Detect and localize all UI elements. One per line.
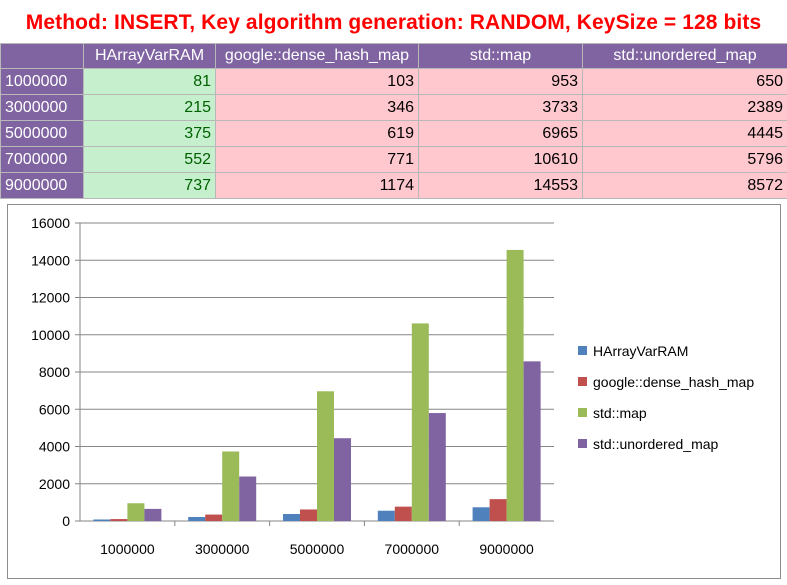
row-label[interactable]: 9000000 [0, 172, 84, 199]
bar [283, 514, 300, 521]
row-label[interactable]: 7000000 [0, 146, 84, 173]
table-row: 7000000 552 771 10610 5796 [0, 146, 787, 173]
legend-item[interactable]: HArrayVarRAM [578, 335, 754, 366]
table-row: 3000000 215 346 3733 2389 [0, 94, 787, 121]
row-label[interactable]: 1000000 [0, 68, 84, 95]
header-std-map[interactable]: std::map [418, 43, 583, 69]
bar [93, 519, 111, 521]
chart-legend[interactable]: HArrayVarRAM google::dense_hash_map std:… [578, 335, 754, 459]
bar [317, 391, 334, 521]
bar [188, 516, 206, 521]
x-tick-label: 5000000 [290, 541, 345, 557]
y-tick-label: 10000 [31, 327, 70, 343]
cell-std-unordered-map[interactable]: 8572 [582, 172, 787, 199]
cell-dense-hash-map[interactable]: 771 [215, 146, 419, 173]
y-tick-label: 0 [62, 513, 70, 529]
chart-area[interactable]: 0 2000 4000 6000 8000 10000 12000 14000 16000 100… [7, 204, 781, 579]
cell-std-unordered-map[interactable]: 5796 [582, 146, 787, 173]
cell-std-map[interactable]: 6965 [418, 120, 583, 147]
cell-std-map[interactable]: 10610 [418, 146, 583, 173]
data-table: HArrayVarRAM google::dense_hash_map std:… [0, 43, 787, 199]
bar [239, 476, 257, 521]
legend-item[interactable]: google::dense_hash_map [578, 366, 754, 397]
header-harrayvarram[interactable]: HArrayVarRAM [83, 43, 216, 69]
x-tick-label: 3000000 [195, 541, 250, 557]
bar [489, 499, 507, 521]
bar [222, 451, 240, 521]
bar [472, 507, 490, 521]
y-tick-label: 12000 [31, 290, 70, 306]
legend-swatch-std-map [578, 408, 587, 417]
table-row: 9000000 737 1174 14553 8572 [0, 172, 787, 199]
legend-item[interactable]: std::map [578, 397, 754, 428]
x-tick-label: 1000000 [100, 541, 155, 557]
cell-dense-hash-map[interactable]: 619 [215, 120, 419, 147]
cell-std-unordered-map[interactable]: 2389 [582, 94, 787, 121]
cell-std-map[interactable]: 14553 [418, 172, 583, 199]
bar [428, 413, 446, 521]
legend-label: std::map [593, 404, 647, 421]
x-tick-label: 7000000 [385, 541, 440, 557]
legend-item[interactable]: std::unordered_map [578, 428, 754, 459]
bar [205, 514, 223, 521]
bar [300, 509, 317, 521]
bar-chart-plot: 0 2000 4000 6000 8000 10000 12000 14000 16000 100… [31, 215, 554, 557]
row-label[interactable]: 3000000 [0, 94, 84, 121]
bar [334, 438, 351, 521]
header-dense-hash-map[interactable]: google::dense_hash_map [215, 43, 419, 69]
cell-dense-hash-map[interactable]: 103 [215, 68, 419, 95]
legend-swatch-std-unordered-map [578, 439, 587, 448]
cell-std-unordered-map[interactable]: 650 [582, 68, 787, 95]
header-std-unordered-map[interactable]: std::unordered_map [582, 43, 787, 69]
cell-std-map[interactable]: 3733 [418, 94, 583, 121]
cell-harrayvarram[interactable]: 375 [83, 120, 216, 147]
y-tick-label: 14000 [31, 252, 70, 268]
bar [394, 506, 412, 521]
row-label[interactable]: 5000000 [0, 120, 84, 147]
sheet-title: Method: INSERT, Key algorithm generation… [25, 11, 762, 34]
table-corner-cell[interactable] [0, 43, 84, 69]
legend-swatch-harrayvarram [578, 346, 587, 355]
bar [144, 508, 162, 521]
cell-std-unordered-map[interactable]: 4445 [582, 120, 787, 147]
cell-harrayvarram[interactable]: 81 [83, 68, 216, 95]
table-row: 5000000 375 619 6965 4445 [0, 120, 787, 147]
bar [411, 323, 429, 521]
bar [523, 361, 541, 521]
bar [110, 519, 128, 521]
x-tick-label: 9000000 [479, 541, 534, 557]
bar [377, 510, 395, 521]
legend-label: HArrayVarRAM [593, 342, 689, 359]
y-tick-label: 2000 [39, 476, 70, 492]
y-tick-label: 4000 [39, 439, 70, 455]
legend-swatch-dense-hash-map [578, 377, 587, 386]
legend-label: std::unordered_map [593, 435, 719, 452]
table-header-row: HArrayVarRAM google::dense_hash_map std:… [0, 43, 787, 69]
bar [506, 249, 524, 521]
cell-dense-hash-map[interactable]: 1174 [215, 172, 419, 199]
legend-label: google::dense_hash_map [593, 373, 755, 390]
y-tick-label: 8000 [39, 364, 70, 380]
cell-dense-hash-map[interactable]: 346 [215, 94, 419, 121]
cell-harrayvarram[interactable]: 552 [83, 146, 216, 173]
y-tick-label: 16000 [31, 215, 70, 231]
bar [127, 503, 145, 521]
cell-harrayvarram[interactable]: 737 [83, 172, 216, 199]
cell-harrayvarram[interactable]: 215 [83, 94, 216, 121]
table-row: 1000000 81 103 953 650 [0, 68, 787, 95]
y-tick-label: 6000 [39, 401, 70, 417]
cell-std-map[interactable]: 953 [418, 68, 583, 95]
